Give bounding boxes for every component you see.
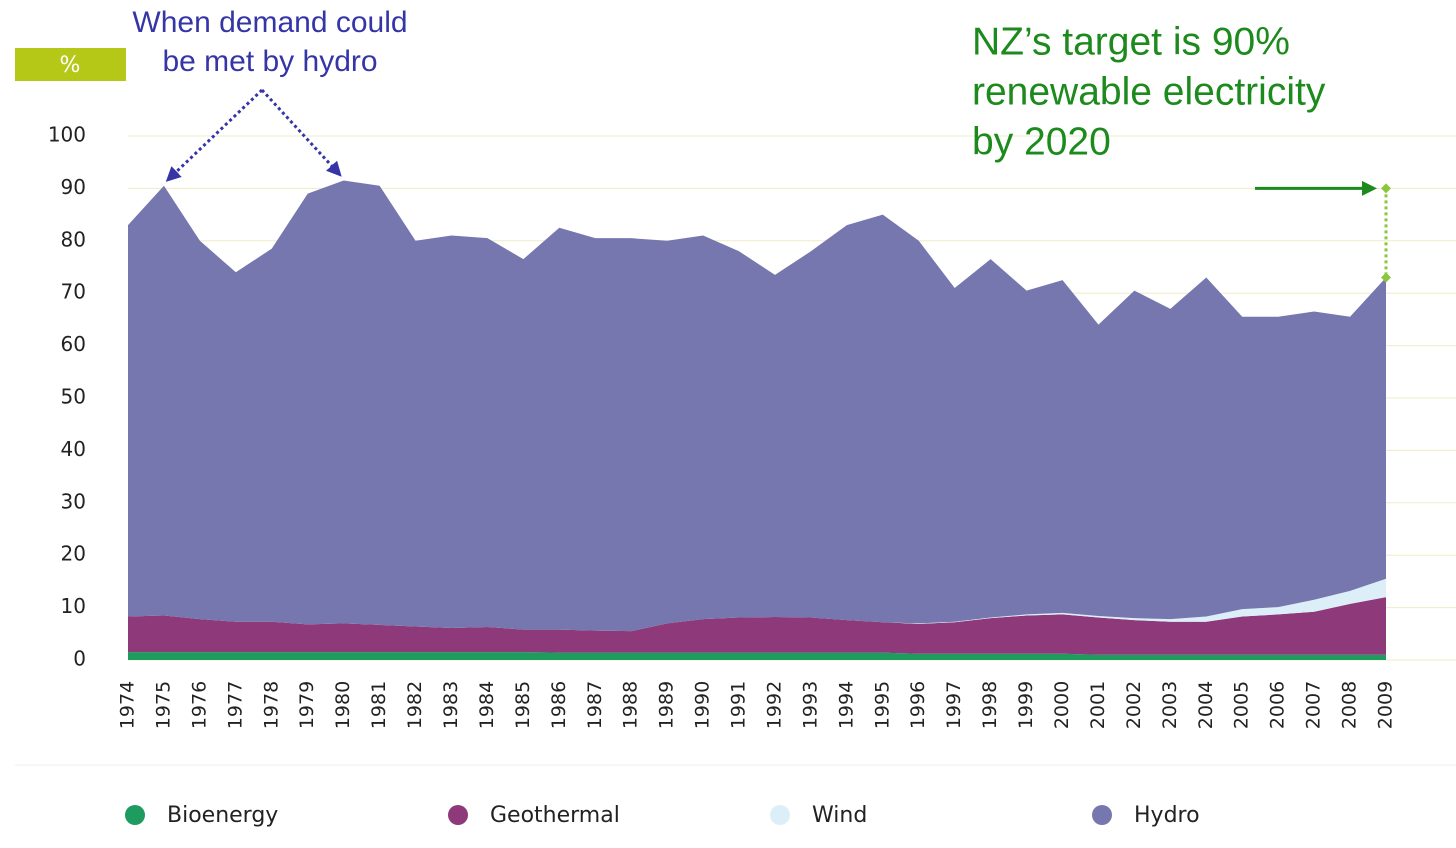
annotation: NZ’s target is 90% xyxy=(972,20,1290,63)
legend-label: Geothermal xyxy=(490,803,620,828)
legend-marker xyxy=(448,805,468,825)
x-tick-label: 2008 xyxy=(1339,681,1361,729)
y-tick-label: 30 xyxy=(61,489,86,513)
legend-label: Hydro xyxy=(1134,803,1200,828)
y-tick-label: 80 xyxy=(61,227,86,251)
legend-label: Bioenergy xyxy=(167,803,278,828)
x-tick-label: 2006 xyxy=(1267,681,1289,729)
x-tick-label: 1985 xyxy=(512,681,534,729)
x-tick-label: 1990 xyxy=(692,681,714,729)
x-tick-label: 1983 xyxy=(440,681,462,729)
x-tick-label: 1993 xyxy=(799,681,821,729)
unit-box xyxy=(15,48,126,81)
x-tick-label: 2004 xyxy=(1195,681,1217,729)
x-tick-label: 2002 xyxy=(1123,681,1145,729)
y-tick-label: 40 xyxy=(61,437,86,461)
x-tick-label: 1996 xyxy=(907,681,929,729)
legend-marker xyxy=(125,805,145,825)
x-tick-label: 1978 xyxy=(260,681,282,729)
area xyxy=(128,180,1386,632)
x-tick-label: 1991 xyxy=(728,681,750,729)
x-tick-label: 1992 xyxy=(763,681,785,729)
x-tick-label: 1982 xyxy=(404,681,426,729)
area xyxy=(128,652,1386,660)
y-axis-label: % xyxy=(60,53,81,78)
gap-end xyxy=(1381,183,1391,194)
annotation-arrow xyxy=(165,88,264,182)
annotation: When demand could xyxy=(132,6,407,39)
x-tick-label: 1994 xyxy=(835,681,857,729)
x-tick-label: 1975 xyxy=(152,681,174,729)
y-tick-label: 50 xyxy=(61,385,86,409)
x-tick-label: 1986 xyxy=(548,681,570,729)
legend-label: Wind xyxy=(812,803,867,828)
x-tick-label: 1980 xyxy=(332,681,354,729)
x-tick-label: 1979 xyxy=(296,681,318,729)
x-tick-label: 1987 xyxy=(584,681,606,729)
x-tick-label: 2000 xyxy=(1051,681,1073,729)
x-tick-label: 2001 xyxy=(1087,681,1109,729)
y-tick-label: 70 xyxy=(61,280,86,304)
x-tick-label: 1989 xyxy=(656,681,678,729)
x-tick-label: 1997 xyxy=(943,681,965,729)
x-tick-label: 1976 xyxy=(188,681,210,729)
x-tick-label: 2003 xyxy=(1159,681,1181,729)
x-tick-label: 2009 xyxy=(1375,681,1397,729)
x-tick-label: 1995 xyxy=(871,681,893,729)
x-tick-label: 1977 xyxy=(224,681,246,729)
x-tick-label: 1974 xyxy=(117,681,139,729)
x-tick-label: 1998 xyxy=(979,681,1001,729)
y-tick-label: 90 xyxy=(61,175,86,199)
annotation: by 2020 xyxy=(972,120,1111,163)
legend-marker xyxy=(1092,805,1112,825)
area xyxy=(128,597,1386,655)
annotation: be met by hydro xyxy=(162,45,377,78)
x-tick-label: 1984 xyxy=(476,681,498,729)
x-tick-label: 2005 xyxy=(1231,681,1253,729)
y-tick-label: 60 xyxy=(61,332,86,356)
x-tick-label: 2007 xyxy=(1303,681,1325,729)
gap-end xyxy=(1381,272,1391,283)
x-tick-label: 1999 xyxy=(1015,681,1037,729)
x-tick-label: 1988 xyxy=(620,681,642,729)
legend-marker xyxy=(770,805,790,825)
annotation-arrow xyxy=(260,88,342,177)
y-tick-label: 0 xyxy=(73,647,86,671)
annotation: renewable electricity xyxy=(972,70,1326,113)
x-tick-label: 1981 xyxy=(368,681,390,729)
y-tick-label: 10 xyxy=(61,594,86,618)
y-tick-label: 20 xyxy=(61,542,86,566)
y-tick-label: 100 xyxy=(48,123,86,147)
